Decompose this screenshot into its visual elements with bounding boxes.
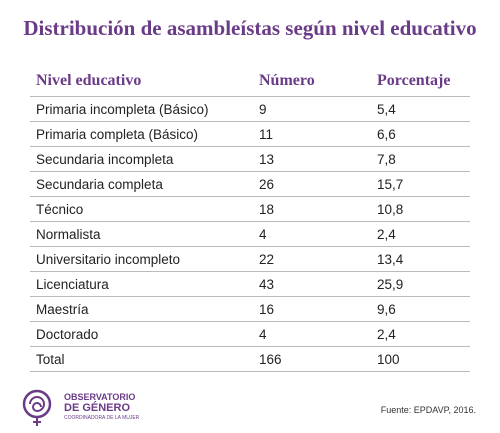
column-header: Número [253,66,371,97]
table-cell: 9,6 [371,296,470,322]
table-row: Licenciatura 43 25,9 [30,271,470,297]
table-row: Total 166 100 [30,346,470,372]
table-cell: Universitario incompleto [30,246,253,272]
table-cell: Técnico [30,196,253,222]
table-row: Secundaria completa 26 15,7 [30,171,470,197]
table-cell: 26 [253,171,371,197]
table-cell: 4 [253,321,371,347]
table-cell: 6,6 [371,121,470,147]
table-cell: Maestría [30,296,253,322]
table-cell: 4 [253,221,371,247]
table: Nivel educativo Número Porcentaje Primaria … [30,66,470,372]
table-row: Secundaria incompleta 13 7,8 [30,146,470,172]
table-cell: 25,9 [371,271,470,297]
table-cell: 13,4 [371,246,470,272]
title: Distribución de asambleístas según nivel… [23,16,477,40]
table-cell: 7,8 [371,146,470,172]
table-row: Maestría 16 9,6 [30,296,470,322]
column-header: Nivel educativo [30,66,253,97]
table-cell: Licenciatura [30,271,253,297]
logo-icon [22,389,52,426]
table-cell: Secundaria completa [30,171,253,197]
table-body: Primaria incompleta (Básico) 9 5,4 Primaria… [30,96,470,372]
table-cell: 18 [253,196,371,222]
table-cell: Doctorado [30,321,253,347]
logo: OBSERVATORIO DE GÉNERO COORDINADORA DE L… [18,388,139,433]
table-row: Primaria completa (Básico) 11 6,6 [30,121,470,147]
table-cell: Primaria completa (Básico) [30,121,253,147]
table-cell: 100 [371,346,470,372]
table-cell: 5,4 [371,96,470,122]
column-header: Porcentaje [371,66,470,97]
table-row: Universitario incompleto 22 13,4 [30,246,470,272]
table-cell: Normalista [30,221,253,247]
table-row: Normalista 4 2,4 [30,221,470,247]
table-cell: 11 [253,121,371,147]
table-cell: 13 [253,146,371,172]
table-cell: Primaria incompleta (Básico) [30,96,253,122]
logo-text: OBSERVATORIO [64,392,136,402]
table-cell: 16 [253,296,371,322]
table-cell: 22 [253,246,371,272]
table-cell: 2,4 [371,321,470,347]
table-cell: 43 [253,271,371,297]
logo-text: COORDINADORA DE LA MUJER [64,415,140,421]
source: Fuente: EPDAVP, 2016. [380,405,476,415]
table-cell: 10,8 [371,196,470,222]
table-cell: 15,7 [371,171,470,197]
logo-text: DE GÉNERO [64,402,131,414]
table-cell: Secundaria incompleta [30,146,253,172]
table-cell: Total [30,346,253,372]
table-row: Doctorado 4 2,4 [30,321,470,347]
header-row: Nivel educativo Número Porcentaje [30,66,470,97]
table-row: Técnico 18 10,8 [30,196,470,222]
table-cell: 166 [253,346,371,372]
table-cell: 9 [253,96,371,122]
table-cell: 2,4 [371,221,470,247]
table-row: Primaria incompleta (Básico) 9 5,4 [30,96,470,122]
